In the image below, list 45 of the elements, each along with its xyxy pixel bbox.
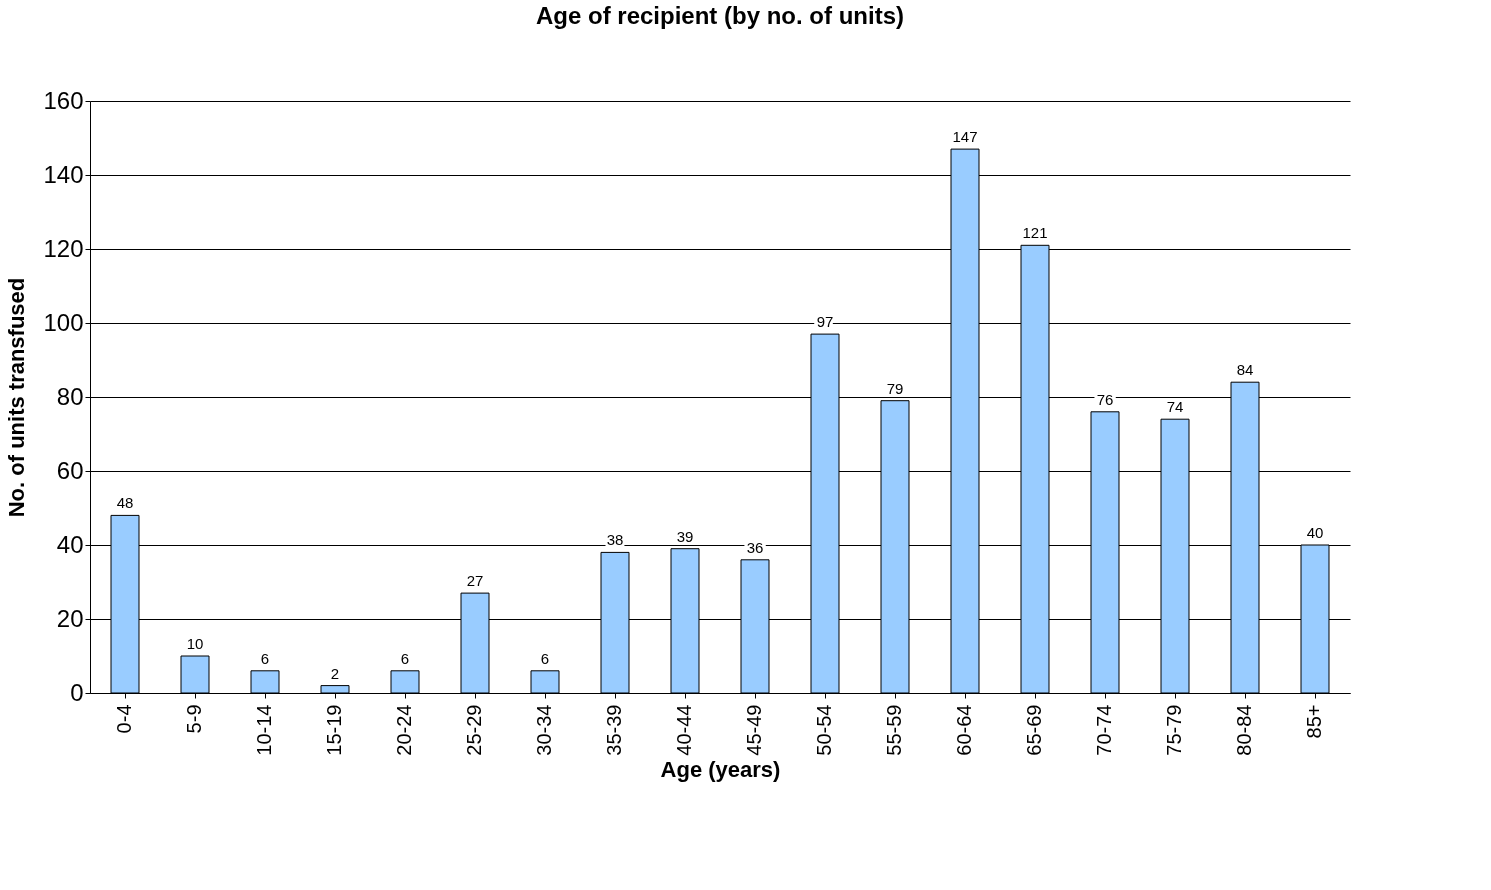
y-tick-label: 0 <box>70 678 84 706</box>
data-label: 79 <box>886 379 904 397</box>
x-axis-title: Age (years) <box>660 756 781 782</box>
x-tick-label: 10-14 <box>253 704 275 756</box>
y-tick-label: 40 <box>56 530 84 558</box>
x-tick-label: 80-84 <box>1233 704 1255 756</box>
data-label: 2 <box>330 664 340 682</box>
y-tick-label: 160 <box>43 86 84 114</box>
y-tick-label: 100 <box>43 308 84 336</box>
y-tick-label: 80 <box>56 382 84 410</box>
data-label: 6 <box>400 649 410 667</box>
y-axis-title: No. of units transfused <box>4 277 30 518</box>
y-tick-label: 60 <box>56 456 84 484</box>
x-tick-label: 5-9 <box>183 704 205 734</box>
data-label: 84 <box>1236 361 1254 379</box>
x-tick-label: 0-4 <box>113 704 135 734</box>
x-tick-label: 15-19 <box>323 704 345 756</box>
y-tick-label: 120 <box>43 234 84 262</box>
x-tick-label: 55-59 <box>883 704 905 756</box>
data-label: 38 <box>606 531 624 549</box>
x-tick-label: 85+ <box>1303 704 1325 739</box>
data-label: 27 <box>466 572 484 590</box>
chart-title: Age of recipient (by no. of units) <box>536 2 904 29</box>
data-label: 147 <box>952 128 978 146</box>
data-label: 39 <box>676 527 694 545</box>
data-label: 74 <box>1166 398 1184 416</box>
x-tick-label: 30-34 <box>533 704 555 756</box>
x-tick-label: 65-69 <box>1023 704 1045 756</box>
x-tick-label: 50-54 <box>813 704 835 756</box>
data-label: 40 <box>1306 524 1324 541</box>
data-label: 10 <box>186 635 204 652</box>
x-tick-label: 70-74 <box>1093 704 1115 756</box>
x-tick-label: 35-39 <box>603 704 625 756</box>
data-label: 6 <box>260 649 270 667</box>
data-label: 48 <box>116 494 134 512</box>
x-tick-label: 40-44 <box>673 704 695 756</box>
data-label: 6 <box>540 649 550 667</box>
y-tick-label: 20 <box>56 604 84 632</box>
x-tick-label: 45-49 <box>743 704 765 756</box>
data-label: 121 <box>1022 224 1048 242</box>
x-tick-label: 60-64 <box>953 704 975 756</box>
y-tick-label: 140 <box>43 160 84 188</box>
x-tick-label: 75-79 <box>1163 704 1185 756</box>
x-tick-label: 25-29 <box>463 704 485 756</box>
x-tick-label: 20-24 <box>393 704 415 756</box>
